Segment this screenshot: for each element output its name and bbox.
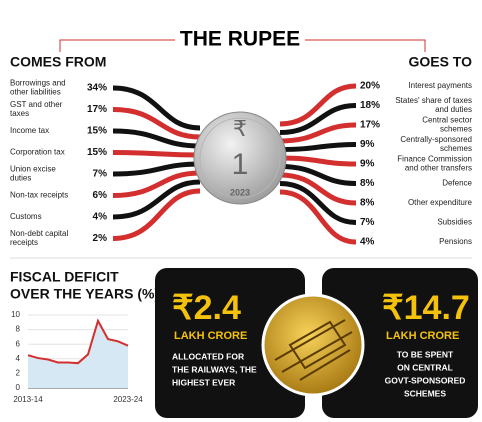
flow-line <box>112 179 201 220</box>
title: THE RUPEE <box>180 28 300 51</box>
row-share: 6% <box>93 190 108 201</box>
rail-image <box>261 293 365 397</box>
row-share: 4% <box>93 212 108 223</box>
row-label: States' share of taxes <box>395 96 472 105</box>
coin-symbol: ₹ <box>233 116 247 141</box>
flow-line <box>279 172 357 206</box>
flow-line <box>279 189 357 245</box>
row-share: 20% <box>360 81 380 92</box>
flow-line <box>112 188 201 241</box>
flow-line <box>279 164 357 186</box>
row-label: Pensions <box>439 237 472 246</box>
area <box>28 320 128 388</box>
row-label: Subsidies <box>437 218 472 227</box>
row-label: other liabilities <box>10 88 61 97</box>
chart-subtitle: OVER THE YEARS (%) <box>10 286 159 302</box>
row-label: Borrowings and <box>10 79 66 88</box>
x-tick-label: 2013-14 <box>13 395 43 404</box>
x-tick-label: 2023-24 <box>113 395 143 404</box>
box-text: ALLOCATED FOR <box>172 351 244 361</box>
row-label: schemes <box>440 144 472 153</box>
amount: ₹2.4 <box>172 289 241 327</box>
schemes-box <box>322 268 478 418</box>
row-label: Centrally-sponsored <box>400 135 472 144</box>
row-label: and duties <box>435 105 472 114</box>
flow-line <box>112 170 201 198</box>
row-label: receipts <box>10 238 38 247</box>
y-tick-label: 0 <box>16 383 21 392</box>
flow-line <box>279 142 357 152</box>
flow-line <box>112 128 201 149</box>
row-label: Other expenditure <box>408 198 473 207</box>
flow-line <box>112 85 201 131</box>
row-label: Customs <box>10 212 42 221</box>
row-label: Interest payments <box>408 81 472 90</box>
amount: ₹14.7 <box>382 289 470 327</box>
flow-line <box>112 161 201 177</box>
row-label: schemes <box>440 125 472 134</box>
row-label: Defence <box>442 179 472 188</box>
box-text: TO BE SPENT <box>397 349 454 359</box>
row-share: 9% <box>360 139 375 150</box>
box-text: SCHEMES <box>404 388 446 398</box>
row-share: 18% <box>360 100 380 111</box>
row-label: Finance Commission <box>397 155 472 164</box>
box-text: HIGHEST EVER <box>172 377 235 387</box>
box-text: THE RAILWAYS, THE <box>172 364 257 374</box>
heading: GOES TO <box>408 54 472 70</box>
row-label: Corporation tax <box>10 148 65 157</box>
y-tick-label: 2 <box>16 369 21 378</box>
y-tick-label: 6 <box>16 339 21 348</box>
row-share: 4% <box>360 237 375 248</box>
chart-title: FISCAL DEFICIT <box>10 269 119 285</box>
coin <box>193 111 287 205</box>
row-label: and other transfers <box>405 164 472 173</box>
flow-lines <box>112 83 357 245</box>
heading: COMES FROM <box>10 54 106 70</box>
row-share: 8% <box>360 178 375 189</box>
flow-line <box>279 155 357 167</box>
row-label: Non-debt capital <box>10 229 68 238</box>
row-share: 34% <box>87 83 107 94</box>
unit: LAKH CRORE <box>174 330 247 342</box>
row-label: GST and other <box>10 100 63 109</box>
row-label: duties <box>10 174 31 183</box>
y-tick-label: 8 <box>16 325 21 334</box>
unit: LAKH CRORE <box>386 330 459 342</box>
coin-value: 1 <box>232 148 249 181</box>
flow-line <box>279 122 357 144</box>
row-share: 8% <box>360 198 375 209</box>
flow-line <box>279 83 357 127</box>
row-share: 2% <box>93 233 108 244</box>
flow-line <box>279 103 357 135</box>
row-label: Union excise <box>10 165 56 174</box>
railways-box <box>155 268 305 418</box>
line <box>27 318 129 365</box>
row-share: 7% <box>93 169 108 180</box>
flow-line <box>112 150 201 158</box>
coin-year: 2023 <box>230 187 250 197</box>
row-label: Central sector <box>422 116 472 125</box>
row-share: 15% <box>87 147 107 158</box>
flow-line <box>279 181 357 225</box>
row-share: 9% <box>360 159 375 170</box>
rail-drawing <box>274 319 353 381</box>
box-text: GOVT-SPONSORED <box>385 375 466 385</box>
coin-rim <box>199 117 281 199</box>
bracket <box>59 39 426 52</box>
row-share: 7% <box>360 217 375 228</box>
row-label: Income tax <box>10 126 49 135</box>
y-tick-label: 4 <box>16 354 21 363</box>
row-label: taxes <box>10 109 29 118</box>
row-label: Non-tax receipts <box>10 191 68 200</box>
row-share: 17% <box>87 104 107 115</box>
y-tick-label: 10 <box>11 310 20 319</box>
row-share: 17% <box>360 120 380 131</box>
row-share: 15% <box>87 126 107 137</box>
flow-line <box>112 107 201 140</box>
box-text: ON CENTRAL <box>397 362 453 372</box>
